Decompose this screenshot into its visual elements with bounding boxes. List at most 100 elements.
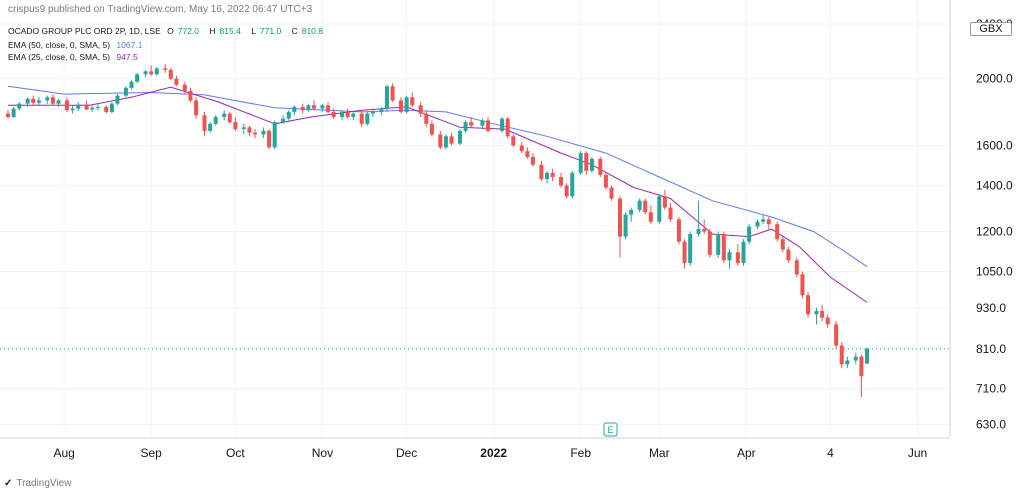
x-tick-label: Dec [396, 446, 417, 460]
candle [410, 92, 415, 107]
candle [168, 67, 173, 81]
y-tick-label: 2000.0 [976, 72, 1013, 86]
earnings-icon[interactable]: E [603, 422, 618, 437]
candle [539, 160, 544, 182]
candle [598, 156, 603, 178]
candle [747, 224, 752, 245]
candle-body [688, 234, 693, 264]
candle [429, 120, 434, 137]
candle [766, 216, 771, 230]
candle-body [438, 134, 443, 148]
candle [578, 151, 583, 175]
candle-body [311, 105, 316, 109]
candle [449, 132, 454, 146]
candle-body [182, 84, 187, 91]
candle [617, 196, 622, 258]
candle [525, 147, 530, 159]
candle-body [410, 97, 415, 106]
candle-body [370, 111, 375, 114]
x-tick-label: 2022 [480, 446, 507, 460]
candle [721, 231, 726, 264]
candle [320, 103, 325, 112]
candle-body [794, 260, 799, 275]
candle [865, 347, 870, 364]
x-tick-label: Oct [226, 446, 245, 460]
candle [603, 172, 608, 190]
candle-body [443, 136, 448, 148]
candle [390, 83, 395, 103]
y-tick-label: 1400.0 [976, 178, 1013, 192]
y-tick-label: 1600.0 [976, 138, 1013, 152]
candle-body [6, 113, 10, 117]
candle [182, 81, 187, 95]
candle-body [399, 100, 404, 112]
candle [676, 216, 681, 245]
candle [253, 129, 258, 139]
candle-body [326, 105, 331, 112]
candle [45, 95, 50, 104]
x-axis[interactable]: Aug Sep Oct Nov Dec 2022 Feb Mar Apr 4 Jun [53, 446, 927, 460]
x-tick-label: Sep [140, 446, 162, 460]
candle [36, 97, 41, 106]
candle-body [786, 249, 791, 261]
y-tick-label: 810.0 [976, 342, 1006, 356]
candle [657, 194, 662, 225]
candle-body [345, 111, 350, 117]
candle-body [174, 78, 179, 85]
candle-body [609, 187, 614, 199]
y-tick-label: 1050.0 [976, 265, 1013, 279]
candle-body [143, 71, 148, 75]
candle-body [56, 100, 61, 104]
candle [70, 105, 75, 114]
candle [115, 94, 120, 106]
candle [814, 307, 819, 325]
candle-body [598, 158, 603, 175]
ema-lines [7, 85, 868, 303]
candle-body [682, 241, 687, 264]
candle-body [359, 113, 364, 124]
y-tick-label: 1200.0 [976, 225, 1013, 239]
candle [443, 134, 448, 150]
candle-body [31, 98, 36, 103]
candle [56, 98, 61, 107]
candle-body [564, 185, 569, 197]
candle [519, 141, 524, 154]
candle [834, 320, 839, 350]
candle-body [50, 97, 55, 104]
candle-body [780, 239, 785, 250]
candle [370, 108, 375, 117]
candle-body [629, 209, 634, 215]
candle-body [379, 108, 384, 112]
candle-body [845, 360, 850, 365]
candle-body [480, 120, 485, 126]
candle-body [84, 104, 89, 110]
candle [418, 102, 423, 117]
candle-body [95, 106, 100, 108]
candle [859, 354, 864, 398]
candle-body [331, 111, 336, 117]
candle-body [766, 219, 771, 225]
candle-body [519, 145, 524, 152]
candle-body [800, 274, 805, 296]
candle [564, 183, 569, 199]
candle-body [775, 224, 780, 240]
candle-body [154, 68, 159, 75]
candle-body [662, 196, 667, 208]
candle [648, 205, 653, 225]
candle [202, 111, 207, 137]
candle-body [839, 345, 844, 365]
candle [702, 219, 707, 235]
candle [399, 97, 404, 114]
candle-body [578, 153, 583, 173]
candle [530, 153, 535, 167]
candle [247, 125, 252, 137]
candle-body [735, 252, 740, 264]
candle [550, 168, 555, 182]
candle [853, 352, 858, 365]
y-axis[interactable]: 2400.0 2000.0 1600.0 1400.0 1200.0 1050.0 930.… [976, 17, 1013, 431]
candle-body [539, 164, 544, 180]
candle [480, 118, 485, 130]
candle-body [820, 311, 825, 318]
candle-body [637, 200, 642, 210]
candle [194, 97, 199, 119]
